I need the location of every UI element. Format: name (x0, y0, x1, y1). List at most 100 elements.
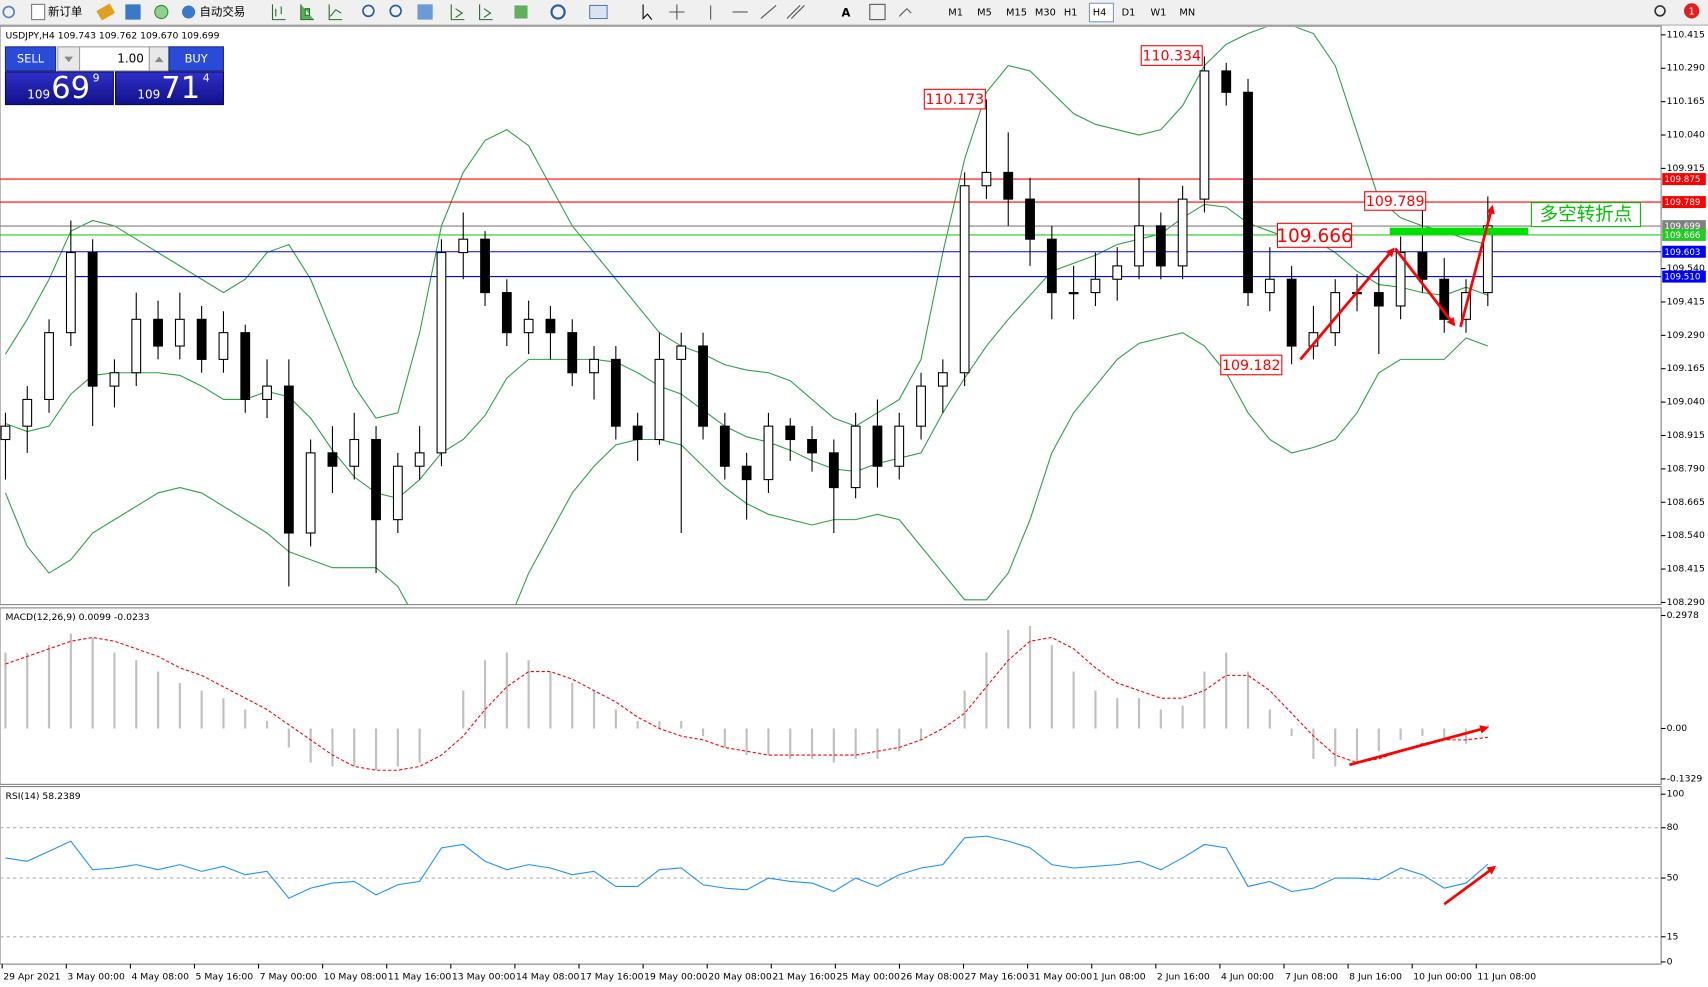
icon[interactable] (125, 4, 141, 20)
candle-body (1221, 70, 1232, 93)
note-box (1530, 202, 1641, 228)
level-tag (1662, 245, 1706, 258)
macd-histogram-bar (1312, 728, 1315, 759)
y-tick-label: 108.790 (1667, 463, 1705, 474)
candle-body (894, 425, 905, 467)
candle-body (916, 385, 926, 427)
y-tick-label: 109.915 (1667, 163, 1705, 174)
icon[interactable] (154, 4, 169, 20)
macd-histogram-bar (1225, 652, 1228, 729)
macd-histogram-bar (1116, 698, 1119, 729)
level-label: 109.603 (1664, 248, 1700, 258)
macd-histogram-bar (745, 728, 748, 756)
notification-badge[interactable] (1684, 3, 1700, 19)
level-tag (1662, 196, 1706, 209)
svg-text:A: A (841, 6, 850, 20)
macd-histogram-bar (1181, 705, 1184, 729)
new-order-icon[interactable] (31, 3, 46, 21)
x-tick-label: 26 May 08:00 (901, 972, 965, 983)
price-annotation: 110.173 (926, 92, 985, 108)
macd-histogram-bar (919, 728, 923, 740)
buy-price-box[interactable] (114, 71, 224, 106)
candle-body (1090, 278, 1101, 294)
candle-body (545, 318, 556, 334)
arrow (1349, 725, 1489, 767)
one-click-panel: SELL 1.00 BUY 109 69 9 109 71 4 (4, 46, 224, 106)
candle-body (327, 452, 338, 467)
y-tick-label: 108.915 (1667, 430, 1705, 441)
candle-body (458, 238, 469, 254)
candle-body (1264, 278, 1275, 294)
price-annotation-box (1364, 191, 1427, 211)
candle-body (610, 358, 621, 427)
candle-body (414, 452, 425, 467)
macd-histogram-bar (1050, 645, 1053, 729)
macd-histogram-bar (418, 728, 421, 763)
icon[interactable] (96, 3, 116, 21)
arrow (1394, 247, 1456, 327)
level-label: 109.789 (1664, 198, 1700, 208)
price-annotation-box (1140, 45, 1203, 66)
candle-body (1003, 171, 1014, 200)
level-tag (1662, 270, 1706, 283)
level-tag (1662, 173, 1706, 186)
level-tag (1662, 220, 1706, 233)
new-order-button[interactable]: 新订单 (48, 4, 82, 18)
arrow (1299, 247, 1395, 361)
macd-histogram-bar (549, 671, 552, 729)
macd-histogram-bar (680, 720, 683, 729)
x-tick-label: 10 Jun 00:00 (1413, 972, 1472, 983)
candle-body (44, 332, 54, 400)
candle-body (87, 251, 98, 387)
price-plot (0, 27, 1662, 605)
timeframe-button[interactable]: M30 (1035, 8, 1056, 19)
candle-body (632, 425, 643, 441)
axes: 110.415 110.290 110.165 110.040 109.915 109.5… (1, 29, 1706, 983)
macd-histogram-bar (1355, 728, 1359, 763)
arrow (1443, 865, 1497, 906)
candle-body (371, 438, 381, 521)
candle-body (523, 318, 534, 334)
candle-body (807, 438, 817, 454)
macd-histogram-bar (1486, 724, 1489, 729)
toolbar-icons: A (2, 3, 1700, 21)
macd-histogram-bar (265, 720, 269, 729)
macd-histogram-bar (1421, 728, 1424, 737)
x-tick-label: 29 Apr 2021 (3, 972, 60, 983)
timeframe-button[interactable]: M1 (948, 8, 963, 19)
candle-body (1155, 225, 1166, 267)
candle-body (1112, 265, 1123, 280)
candle-body (305, 452, 316, 534)
x-tick-label: 8 Jun 16:00 (1349, 972, 1402, 983)
buy-button[interactable] (168, 46, 224, 72)
auto-trading-button[interactable]: 自动交易 (199, 4, 245, 18)
sell-fraction: 9 (93, 71, 100, 84)
candle-body (109, 372, 120, 387)
candle-body (1417, 251, 1428, 280)
timeframe-button[interactable]: H1 (1064, 8, 1078, 19)
candle-body (1373, 292, 1384, 307)
candle-body (589, 358, 599, 374)
timeframe-button[interactable]: W1 (1150, 8, 1166, 19)
buy-label: BUY (185, 51, 209, 65)
x-tick-label: 13 May 00:00 (452, 972, 516, 983)
sell-price-box[interactable] (4, 71, 114, 106)
sell-button[interactable] (4, 46, 57, 72)
macd-histogram-bar (200, 690, 203, 729)
timeframe-button[interactable]: M15 (1006, 8, 1027, 19)
timeframe-button[interactable]: MN (1179, 8, 1195, 19)
macd-histogram-bar (1028, 626, 1032, 729)
auto-trading-icon[interactable] (182, 5, 196, 19)
macd-histogram-bar (156, 671, 160, 729)
macd-histogram-bar (1137, 698, 1141, 729)
rsi-tick-label: 80 (1667, 822, 1679, 833)
timeframe-button[interactable]: H4 (1093, 8, 1107, 19)
timeframe-button[interactable]: D1 (1122, 8, 1136, 19)
macd-histogram-bar (26, 652, 29, 729)
level-tag (1662, 228, 1706, 241)
candle-body (1286, 278, 1297, 347)
price-annotation: 109.182 (1222, 358, 1281, 374)
timeframe-button[interactable]: M5 (977, 8, 992, 19)
x-tick-label: 11 May 16:00 (388, 972, 452, 983)
